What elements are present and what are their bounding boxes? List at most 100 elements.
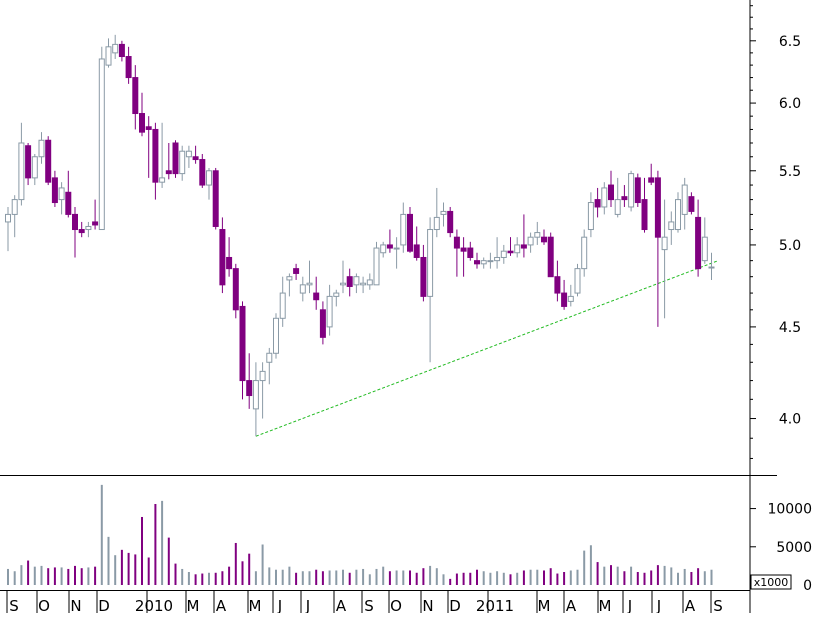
candle-body [286,276,293,281]
candle-body [648,177,655,183]
candle-body [273,317,279,354]
candle-body [661,236,668,251]
month-label: J [277,597,282,613]
candle-body [427,229,434,297]
candle-body [333,292,340,297]
candle-body [567,295,574,302]
price-tick-label: 6.5 [779,34,801,50]
candle-body [520,244,527,249]
month-label: 2010 [135,597,173,613]
candle-body [18,142,25,201]
month-label: J [656,597,661,613]
month-label: D [449,597,461,613]
month-label: D [98,597,110,613]
candle-body [373,247,380,286]
candle-body [453,236,460,249]
candle-body [561,292,568,307]
candle-body [608,184,614,201]
candle-body [474,260,480,265]
candle-body [98,58,105,231]
candle-body [58,187,65,201]
candle-body [366,279,373,286]
candle-body [340,282,346,286]
candle-body [139,113,145,133]
candle-body [574,268,581,294]
candle-body [5,213,11,223]
candle-body [192,156,199,161]
candle-body [25,145,32,179]
candle-body [246,380,253,397]
month-label: A [216,597,227,613]
candle-body [159,177,166,183]
candle-body [172,142,179,175]
candlestick-series [5,34,715,437]
price-tick-label: 5.0 [779,238,801,254]
month-label: N [70,597,81,613]
candle-body [279,292,286,319]
candle-body [11,199,18,215]
candle-body [78,229,85,234]
candle-body [313,292,320,301]
candle-body [447,210,454,234]
candle-body [293,268,300,274]
candle-body [581,236,588,270]
candle-body [179,150,186,175]
candle-body [132,77,139,115]
candle-body [306,282,313,286]
candle-body [420,256,427,297]
candle-body [380,244,387,254]
chart-frame [0,0,777,613]
candle-body [500,250,507,258]
month-label: J [305,597,310,613]
candle-body [346,276,353,287]
candle-body [708,266,715,269]
candle-body [319,309,326,338]
candle-body [65,191,72,215]
candle-body [433,216,440,231]
candle-body [386,244,393,249]
candle-body [413,244,420,258]
candle-body [634,177,641,204]
candle-body [494,256,501,262]
candle-body [594,199,601,208]
candle-body [299,284,306,294]
candle-body [199,159,206,186]
candle-body [695,216,702,270]
price-tick-label: 4.0 [779,412,801,428]
candle-body [507,250,514,254]
month-label: S [364,597,374,613]
candle-body [206,170,212,186]
month-label: J [627,597,632,613]
candle-body [212,170,219,227]
volume-unit-label: x1000 [754,576,789,589]
candle-body [239,305,246,382]
candle-body [460,247,467,252]
candle-body [72,213,78,231]
price-tick-label: 6.0 [779,96,801,112]
trendline [255,260,719,437]
month-label: M [249,597,262,613]
candle-body [440,210,447,215]
month-label: M [538,597,551,613]
month-label: O [38,597,50,613]
candle-body [641,199,648,231]
candle-body [326,295,333,328]
candle-body [45,139,52,183]
candle-body [681,184,688,215]
candle-body [668,221,675,231]
volume-unit-box [750,574,792,590]
volume-series [7,484,713,585]
month-label: M [187,597,200,613]
candle-body [51,177,58,204]
candle-body [688,196,695,212]
candle-body [125,56,132,79]
candle-body [541,236,547,243]
month-label: 2011 [476,597,514,613]
candle-body [353,276,360,286]
candle-body [118,43,125,58]
candle-body [527,236,534,246]
candle-body [259,370,266,382]
